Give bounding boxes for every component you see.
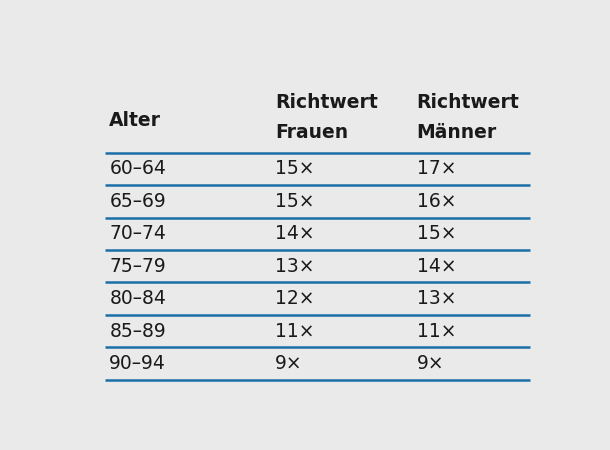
Text: 13×: 13× — [417, 289, 456, 308]
Text: Männer: Männer — [417, 123, 497, 142]
Text: 65–69: 65–69 — [109, 192, 166, 211]
Text: 60–64: 60–64 — [109, 159, 166, 178]
Text: Alter: Alter — [109, 111, 161, 130]
Text: 11×: 11× — [417, 322, 456, 341]
Text: 75–79: 75–79 — [109, 256, 166, 276]
Text: 15×: 15× — [417, 224, 456, 243]
Text: Richtwert: Richtwert — [417, 93, 519, 112]
Text: 13×: 13× — [274, 256, 314, 276]
Text: Richtwert: Richtwert — [274, 93, 378, 112]
Text: 90–94: 90–94 — [109, 354, 166, 373]
Text: 70–74: 70–74 — [109, 224, 166, 243]
Text: 80–84: 80–84 — [109, 289, 166, 308]
Text: 15×: 15× — [274, 192, 314, 211]
Text: Frauen: Frauen — [274, 123, 348, 142]
Text: 9×: 9× — [274, 354, 303, 373]
Text: 14×: 14× — [274, 224, 314, 243]
Text: 11×: 11× — [274, 322, 314, 341]
Text: 16×: 16× — [417, 192, 456, 211]
Text: 12×: 12× — [274, 289, 314, 308]
Text: 15×: 15× — [274, 159, 314, 178]
Text: 17×: 17× — [417, 159, 456, 178]
Text: 9×: 9× — [417, 354, 444, 373]
Text: 85–89: 85–89 — [109, 322, 166, 341]
Text: 14×: 14× — [417, 256, 456, 276]
